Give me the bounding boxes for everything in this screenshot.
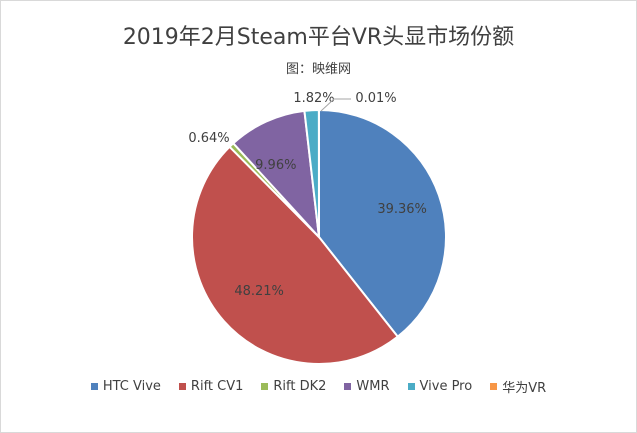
- leader-line-huawei-vr: [320, 98, 351, 112]
- legend-item-vive-pro: Vive Pro: [407, 377, 473, 396]
- slice-label-rift-dk2: 0.64%: [188, 131, 229, 146]
- legend-item-wmr: WMR: [344, 377, 390, 396]
- legend-swatch-vive-pro: [407, 383, 415, 390]
- legend-swatch-rift-dk2: [261, 383, 269, 390]
- legend-label-vive-pro: Vive Pro: [419, 379, 473, 394]
- legend-label-htc-vive: HTC Vive: [102, 379, 161, 394]
- slice-label-rift-cv1: 48.21%: [234, 284, 284, 299]
- legend-swatch-rift-cv1: [178, 383, 186, 390]
- legend-item-rift-dk2: Rift DK2: [261, 377, 326, 396]
- slice-label-wmr: 9.96%: [255, 158, 296, 173]
- slice-label-htc-vive: 39.36%: [377, 202, 427, 217]
- slice-label-huawei-vr: 0.01%: [355, 91, 396, 106]
- legend-label-wmr: WMR: [356, 379, 390, 394]
- pie-slice-rift-cv1: [191, 145, 400, 366]
- legend-label-huawei-vr: 华为VR: [502, 381, 547, 396]
- legend-swatch-huawei-vr: [490, 383, 498, 390]
- legend-swatch-wmr: [344, 383, 352, 390]
- chart-title: 2019年2月Steam平台VR头显市场份额: [122, 25, 515, 50]
- legend-item-htc-vive: HTC Vive: [90, 377, 161, 396]
- legend-item-huawei-vr: 华为VR: [490, 377, 546, 396]
- slice-label-vive-pro: 1.82%: [293, 91, 334, 106]
- legend-label-rift-dk2: Rift DK2: [273, 379, 327, 394]
- chart-subtitle: 图：映维网: [285, 62, 351, 77]
- pie-slice-htc-vive: [318, 108, 447, 339]
- pie-slice-wmr: [231, 109, 321, 240]
- legend-label-rift-cv1: Rift CV1: [190, 379, 244, 394]
- legend: HTC Vive Rift CV1 Rift DK2 WMR Vive Pro …: [1, 377, 636, 396]
- legend-item-rift-cv1: Rift CV1: [178, 377, 244, 396]
- legend-swatch-htc-vive: [90, 383, 98, 390]
